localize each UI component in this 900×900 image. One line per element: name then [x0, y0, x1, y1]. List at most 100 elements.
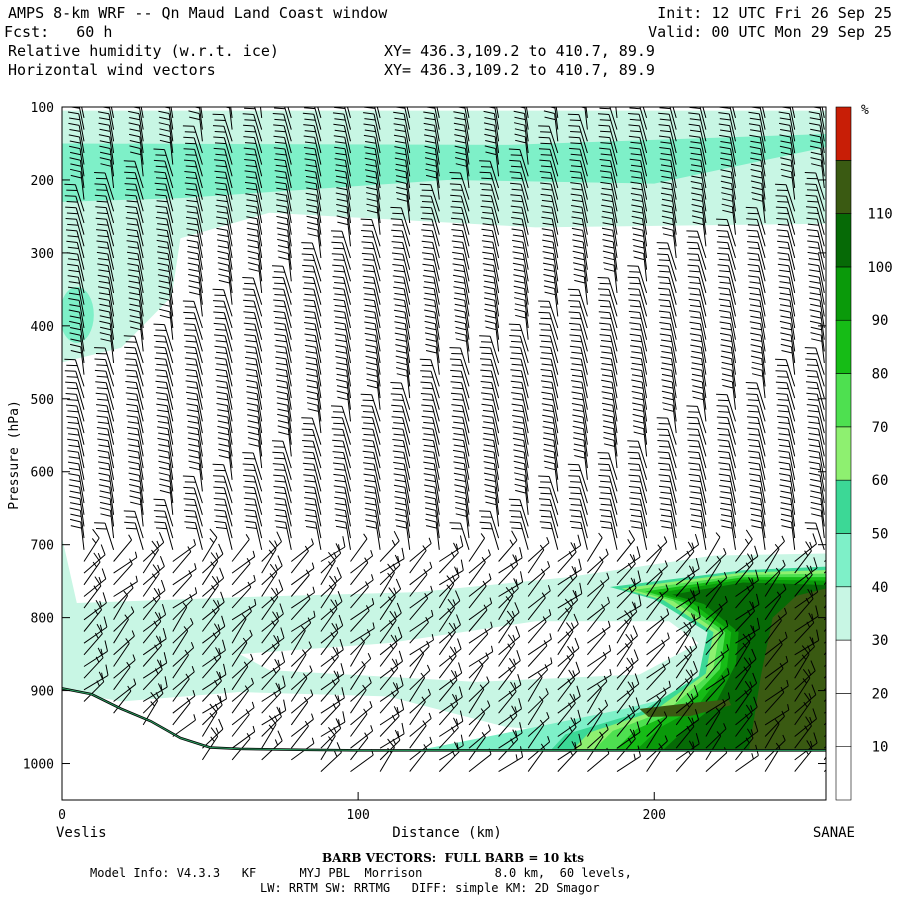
wind-barb: [498, 681, 517, 714]
wind-barb: [748, 275, 766, 305]
wind-barb: [794, 692, 812, 726]
wind-barb: [646, 743, 663, 772]
wind-barb: [511, 403, 529, 434]
wind-barb: [527, 712, 550, 737]
wind-barb: [216, 239, 233, 270]
wind-barb: [778, 450, 796, 480]
wind-column-50: [212, 107, 257, 761]
wind-barb: [393, 298, 411, 329]
wind-barb: [305, 356, 322, 387]
wind-barb: [330, 230, 351, 259]
wind-barb: [807, 415, 825, 445]
wind-barb: [247, 262, 263, 294]
wind-barb: [425, 168, 440, 200]
wind-barb: [438, 646, 457, 679]
wind-barb: [601, 204, 618, 235]
wind-barb: [83, 623, 103, 656]
wind-barb: [247, 437, 263, 469]
wind-barb: [527, 633, 552, 656]
wind-barb: [96, 240, 115, 270]
wind-barb: [379, 650, 403, 679]
wind-barb: [436, 107, 440, 119]
wind-barb: [569, 147, 588, 177]
wind-barb: [527, 743, 546, 772]
wind-barb: [113, 630, 135, 656]
wind-barb: [95, 217, 115, 247]
wind-barb: [764, 686, 785, 714]
wind-barb: [764, 559, 786, 586]
wind-barb: [128, 110, 144, 142]
wind-barb: [69, 332, 85, 364]
wind-barb: [586, 707, 603, 737]
wind-barb: [409, 609, 434, 632]
wind-barb: [244, 356, 263, 387]
wind-barb: [272, 451, 292, 480]
wind-barb: [779, 134, 796, 165]
wind-barb: [65, 206, 85, 235]
wind-barb: [231, 685, 249, 714]
wind-barb: [425, 518, 440, 550]
wind-barb: [231, 701, 255, 726]
wind-barb: [424, 157, 440, 189]
wind-barb: [805, 183, 825, 212]
wind-barb: [365, 169, 381, 200]
wind-barb: [97, 449, 115, 480]
wind-barb: [587, 723, 609, 749]
wind-barb: [510, 380, 529, 410]
wind-barb: [778, 461, 796, 492]
y-tick-label: 700: [31, 539, 54, 554]
wind-barb: [334, 321, 351, 352]
wind-barb: [779, 473, 796, 504]
wind-barb: [153, 148, 174, 177]
wind-barb: [155, 392, 174, 422]
wind-barb: [750, 180, 766, 212]
wind-barb: [271, 440, 292, 469]
wind-barb: [587, 651, 607, 679]
wind-barb: [272, 463, 292, 492]
wind-barb: [156, 228, 174, 259]
wind-barb: [628, 288, 648, 317]
wind-barb: [573, 273, 588, 305]
wind-barb: [484, 145, 500, 177]
colorbar-bin: [835, 746, 852, 801]
wind-barb: [794, 541, 812, 574]
wind-barb: [804, 172, 825, 200]
x-left-end-label: Veslis: [56, 825, 107, 841]
wind-barb: [557, 622, 574, 656]
wind-barb: [420, 393, 440, 422]
wind-barb: [746, 241, 766, 270]
wind-barb: [172, 642, 195, 667]
wind-barb: [185, 205, 203, 235]
wind-barb: [438, 693, 459, 726]
wind-barb: [94, 347, 115, 375]
wind-barb: [764, 719, 780, 749]
wind-barb: [304, 497, 322, 527]
colorbar-level-label: 50: [872, 526, 889, 542]
wind-barb: [406, 107, 411, 119]
wind-barb: [557, 565, 578, 597]
wind-barb: [214, 357, 233, 387]
wind-barb: [422, 252, 440, 282]
wind-barb: [687, 253, 707, 282]
wind-barb: [142, 540, 159, 574]
wind-barb: [202, 694, 223, 726]
wind-barb: [627, 451, 648, 480]
wind-barb: [379, 706, 400, 737]
wind-barb: [423, 122, 440, 154]
wind-barb: [557, 534, 582, 562]
wind-barb: [450, 194, 470, 224]
wind-barb: [217, 250, 233, 282]
wind-barb: [409, 664, 431, 691]
wind-barb: [675, 645, 692, 679]
wind-barb: [276, 227, 292, 259]
wind-barb: [468, 628, 489, 656]
wind-barb: [540, 357, 559, 387]
wind-barb: [468, 621, 493, 644]
wind-barb: [720, 157, 736, 189]
colorbar-level-label: 110: [867, 207, 892, 223]
wind-barb: [409, 561, 433, 586]
wind-barb: [468, 573, 492, 597]
wind-barb: [98, 297, 115, 329]
wind-barb: [764, 662, 784, 691]
wind-barb: [214, 334, 233, 364]
